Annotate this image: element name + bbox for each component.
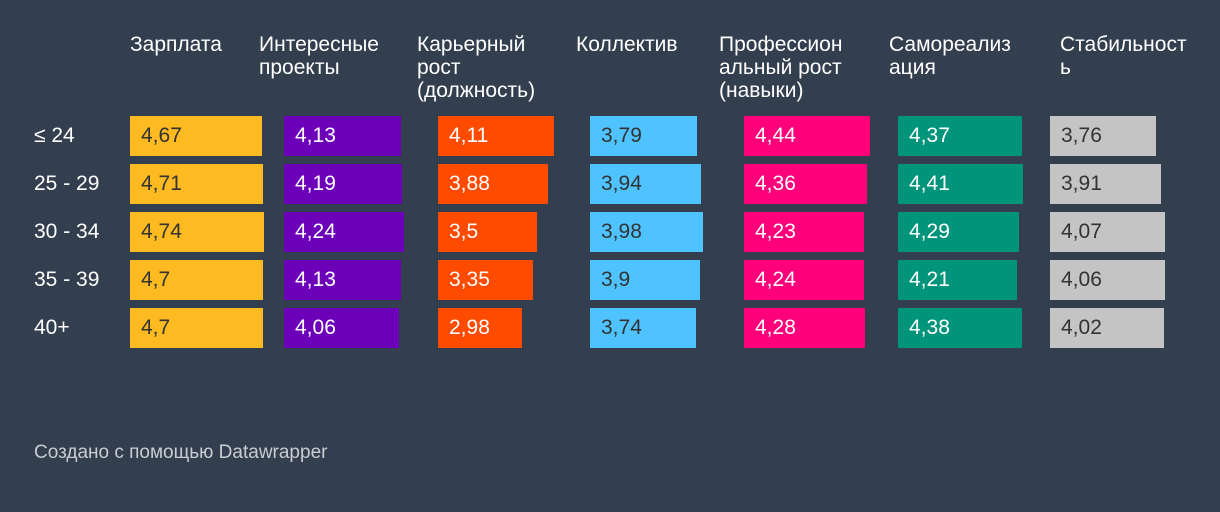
bar-value-label: 4,7 <box>141 268 171 291</box>
bar <box>438 164 548 204</box>
bar <box>898 164 1023 204</box>
bar-value-label: 4,71 <box>141 172 182 195</box>
bar-value-label: 4,11 <box>449 124 489 147</box>
bar <box>438 260 533 300</box>
bar <box>590 260 700 300</box>
bar <box>898 116 1022 156</box>
bar-value-label: 4,13 <box>295 268 336 291</box>
bar <box>590 308 696 348</box>
bar-value-label: 4,06 <box>1061 268 1102 291</box>
bar <box>590 164 701 204</box>
bar <box>744 308 865 348</box>
row-label: 35 - 39 <box>34 268 100 291</box>
bar-value-label: 3,91 <box>1061 172 1102 195</box>
column-header: Карьерный рост (должность) <box>417 33 536 102</box>
bar <box>590 212 703 252</box>
bar-value-label: 4,28 <box>755 316 796 339</box>
bar-value-label: 4,21 <box>909 268 950 291</box>
bar <box>1050 116 1156 156</box>
bar-value-label: 4,38 <box>909 316 950 339</box>
bar <box>590 116 697 156</box>
row-label: 25 - 29 <box>34 172 100 195</box>
bar-value-label: 4,67 <box>141 124 182 147</box>
bar-value-label: 4,19 <box>295 172 336 195</box>
bar <box>284 260 401 300</box>
bar <box>744 212 864 252</box>
bar-value-label: 4,74 <box>141 220 182 243</box>
bar-value-label: 4,7 <box>141 316 171 339</box>
bar <box>130 116 262 156</box>
bar <box>284 212 404 252</box>
bar <box>1050 164 1161 204</box>
bar-value-label: 4,44 <box>755 124 796 147</box>
column-header: Профессион альный рост (навыки) <box>719 33 843 102</box>
bar <box>898 260 1017 300</box>
bar-value-label: 4,29 <box>909 220 950 243</box>
bar <box>438 212 537 252</box>
row-label: 30 - 34 <box>34 220 100 243</box>
bar-value-label: 4,24 <box>755 268 796 291</box>
column-header: Зарплата <box>130 33 222 56</box>
column-header: Стабильност ь <box>1060 33 1187 79</box>
row-label: ≤ 24 <box>34 124 75 147</box>
bar <box>130 308 263 348</box>
bar-value-label: 3,98 <box>601 220 642 243</box>
bar-value-label: 4,07 <box>1061 220 1102 243</box>
bar <box>284 308 399 348</box>
bar-value-label: 4,24 <box>295 220 336 243</box>
column-header: Коллектив <box>576 33 678 56</box>
bar-value-label: 4,06 <box>295 316 336 339</box>
bar-value-label: 3,94 <box>601 172 642 195</box>
bar <box>1050 308 1164 348</box>
bar <box>438 116 554 156</box>
bar-value-label: 4,37 <box>909 124 950 147</box>
column-header: Интересные проекты <box>259 33 379 79</box>
bar <box>438 308 522 348</box>
row-label: 40+ <box>34 316 70 339</box>
bar-value-label: 3,5 <box>449 220 479 243</box>
bar-value-label: 2,98 <box>449 316 490 339</box>
bar-value-label: 3,88 <box>449 172 490 195</box>
bar-value-label: 4,36 <box>755 172 796 195</box>
bar-value-label: 4,13 <box>295 124 336 147</box>
bar-value-label: 3,9 <box>601 268 631 291</box>
column-header: Самореализ ация <box>889 33 1011 79</box>
bar <box>744 116 870 156</box>
bar <box>284 116 401 156</box>
bar-value-label: 4,23 <box>755 220 796 243</box>
bar <box>1050 212 1165 252</box>
bar <box>898 308 1022 348</box>
bar <box>744 260 864 300</box>
bar <box>1050 260 1165 300</box>
bar-value-label: 3,79 <box>601 124 642 147</box>
bar <box>130 260 263 300</box>
bar <box>130 212 264 252</box>
bar-value-label: 4,02 <box>1061 316 1102 339</box>
bar-value-label: 3,76 <box>1061 124 1102 147</box>
datawrapper-credit: Создано с помощью Datawrapper <box>34 442 328 463</box>
bar <box>744 164 867 204</box>
bar <box>130 164 263 204</box>
bar-value-label: 3,35 <box>449 268 490 291</box>
bar-value-label: 3,74 <box>601 316 642 339</box>
bar <box>284 164 402 204</box>
bar-value-label: 4,41 <box>909 172 950 195</box>
bar <box>898 212 1019 252</box>
